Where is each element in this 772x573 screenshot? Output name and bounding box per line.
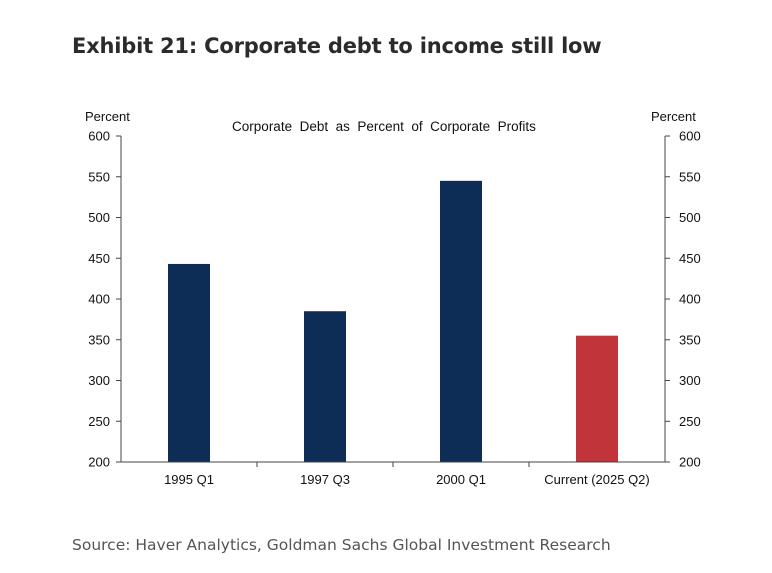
bar-chart: Corporate Debt as Percent of Corporate P…: [85, 109, 701, 488]
y-tick-label-left: 400: [88, 292, 110, 307]
bar-1995-q1: [168, 263, 210, 462]
y-tick-label-right: 200: [679, 455, 701, 470]
y-tick-label-right: 450: [679, 251, 701, 266]
axes-group: 200 200 250 250 300 300 350 350 400 400 450 450 500 5…: [88, 129, 700, 488]
x-tick-label: 1995 Q1: [164, 472, 214, 487]
bar-2000-q1: [440, 180, 482, 462]
bar-1997-q3: [304, 311, 346, 462]
y-tick-label-left: 450: [88, 251, 110, 266]
y-tick-label-right: 350: [679, 332, 701, 347]
right-axis-label: Percent: [651, 109, 696, 124]
y-tick-label-left: 550: [88, 169, 110, 184]
bar-current-2025-q2: [576, 335, 618, 462]
y-tick-label-right: 600: [679, 129, 701, 144]
x-tick-label: 1997 Q3: [300, 472, 350, 487]
y-tick-label-left: 300: [88, 373, 110, 388]
y-tick-label-left: 350: [88, 332, 110, 347]
exhibit-title: Exhibit 21: Corporate debt to income sti…: [72, 34, 602, 58]
source-note: Source: Haver Analytics, Goldman Sachs G…: [72, 536, 611, 554]
y-tick-label-right: 400: [679, 292, 701, 307]
y-tick-label-right: 550: [679, 169, 701, 184]
x-tick-label: 2000 Q1: [436, 472, 486, 487]
bars-group: [168, 180, 618, 462]
y-tick-label-left: 250: [88, 414, 110, 429]
y-tick-label-right: 500: [679, 210, 701, 225]
y-tick-label-right: 300: [679, 373, 701, 388]
left-axis-label: Percent: [85, 109, 130, 124]
chart-title: Corporate Debt as Percent of Corporate P…: [232, 119, 536, 134]
y-tick-label-right: 250: [679, 414, 701, 429]
x-tick-label: Current (2025 Q2): [544, 472, 650, 487]
y-tick-label-left: 200: [88, 455, 110, 470]
y-tick-label-left: 500: [88, 210, 110, 225]
y-tick-label-left: 600: [88, 129, 110, 144]
